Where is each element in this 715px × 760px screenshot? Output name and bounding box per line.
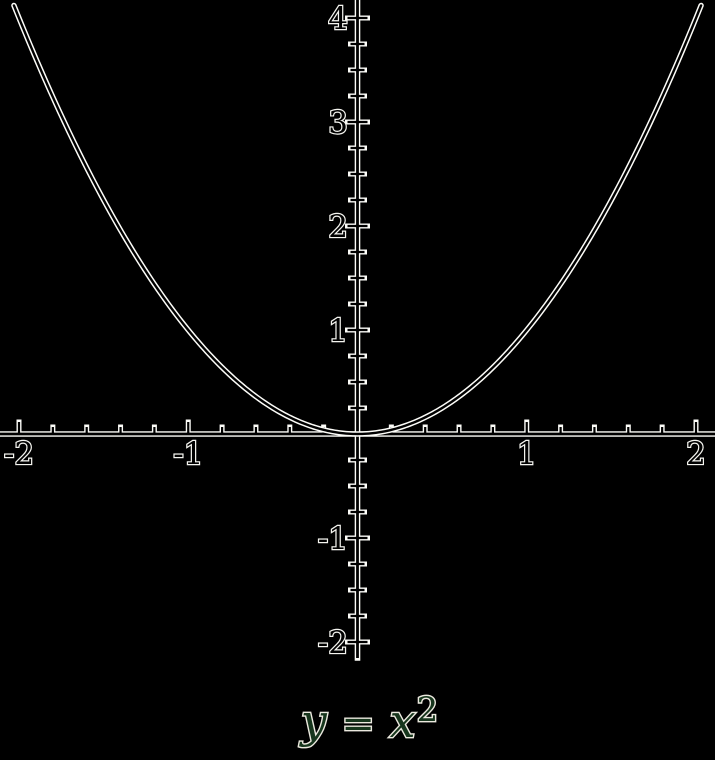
x-tick-label: 2 [686, 436, 706, 472]
title-part: 2 [417, 690, 440, 730]
y-tick-label: -2 [318, 625, 348, 661]
title-part: x [390, 694, 417, 748]
x-tick-label: -1 [173, 436, 203, 472]
plot-title: y = x2 [299, 690, 440, 748]
x-tick-label: 1 [517, 436, 537, 472]
y-tick-label: 1 [328, 313, 348, 349]
y-tick-label: 4 [328, 1, 348, 37]
axes-core [0, 0, 715, 658]
y-tick-label: -1 [318, 521, 348, 557]
y-tick-label: 2 [328, 209, 348, 245]
title-layer: y = x2 [297, 689, 440, 750]
parabola-curve-core [12, 4, 703, 436]
title-part: = [328, 701, 390, 747]
labels-layer: -2 -1 1 2 -2 -1 1 2 3 4 [3, 0, 707, 662]
curve-layer [11, 2, 704, 437]
y-tick-label: 3 [328, 105, 348, 141]
title-part: y [299, 694, 328, 748]
axes-core-layer [0, 0, 715, 658]
x-tick-label: -2 [4, 436, 34, 472]
